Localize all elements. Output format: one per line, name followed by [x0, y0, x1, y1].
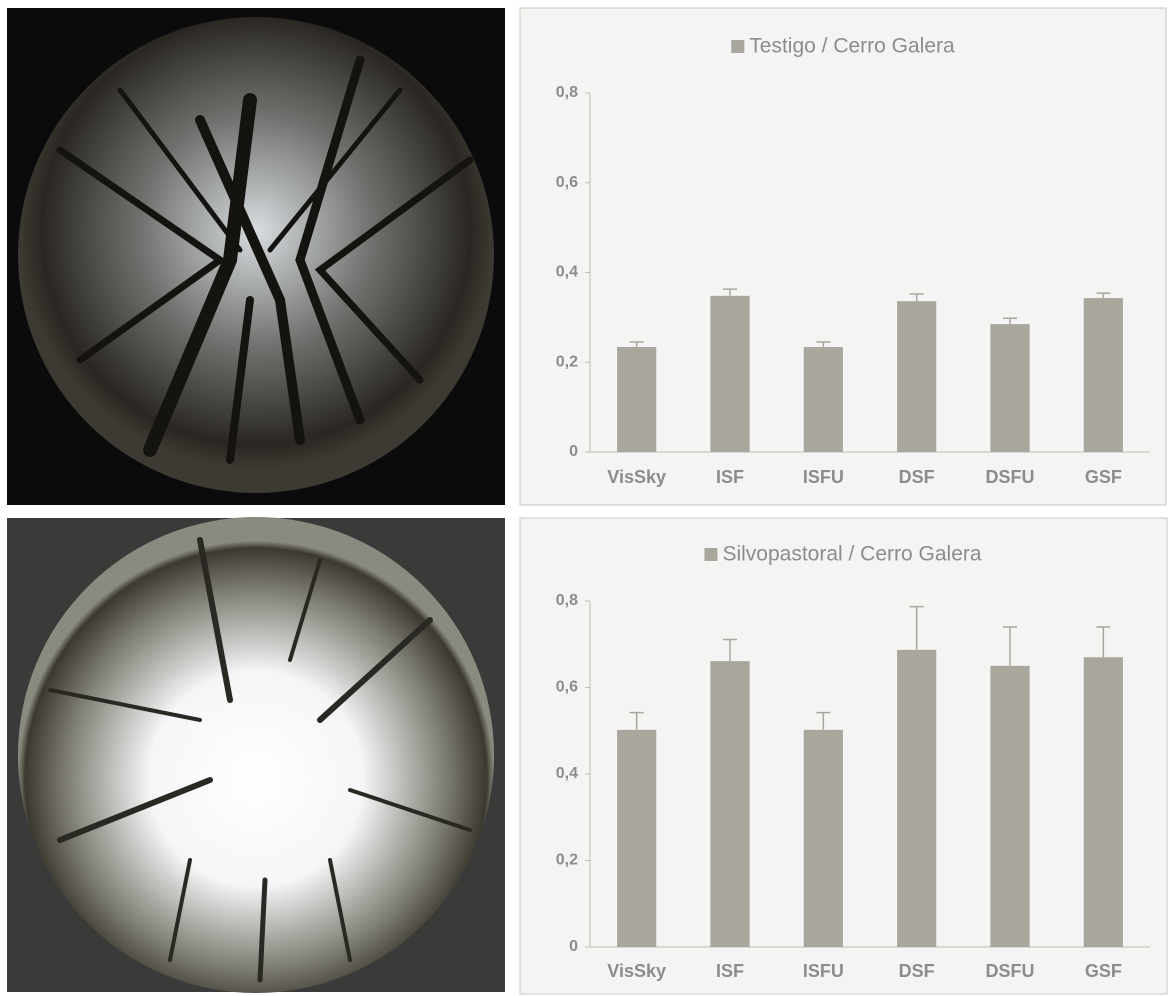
y-tick-label: 0 — [569, 938, 578, 955]
x-tick-label: DSF — [899, 467, 935, 487]
bar — [897, 649, 937, 947]
x-tick-label: GSF — [1085, 961, 1122, 981]
error-bar — [1096, 626, 1111, 658]
bar — [803, 346, 843, 452]
x-tick-label: ISF — [716, 467, 744, 487]
chart-panel — [519, 517, 1168, 995]
bar — [990, 324, 1030, 452]
y-tick-label: 0,4 — [556, 765, 578, 782]
chart-panel — [519, 7, 1167, 506]
x-tick-label: ISFU — [803, 467, 844, 487]
x-tick-label: VisSky — [607, 961, 666, 981]
y-tick-label: 0,2 — [556, 852, 578, 869]
x-tick-label: GSF — [1085, 467, 1122, 487]
bar — [617, 729, 657, 947]
legend-label: Testigo / Cerro Galera — [749, 35, 955, 58]
error-bar — [1003, 317, 1017, 325]
error-bar — [723, 638, 737, 662]
error-bar — [723, 288, 737, 296]
legend-label: Silvopastoral / Cerro Galera — [722, 543, 981, 566]
x-tick-label: ISF — [716, 961, 744, 981]
bar — [1083, 657, 1123, 947]
error-bar — [629, 341, 644, 347]
error-bar — [1096, 292, 1111, 299]
bar — [710, 295, 750, 452]
y-tick-label: 0,6 — [556, 174, 578, 191]
photo-control — [7, 8, 505, 505]
bar — [617, 346, 657, 452]
x-tick-label: DSF — [899, 961, 935, 981]
bar — [897, 301, 937, 452]
y-tick-label: 0,4 — [556, 264, 578, 281]
x-tick-label: VisSky — [607, 467, 666, 487]
legend-swatch — [731, 40, 745, 53]
y-tick-label: 0,8 — [556, 592, 578, 609]
error-bar — [629, 711, 644, 730]
y-tick-label: 0,2 — [556, 353, 578, 370]
error-bar — [816, 341, 831, 347]
y-tick-label: 0,8 — [556, 84, 578, 101]
error-bar — [909, 293, 924, 302]
bar — [803, 729, 843, 947]
bar — [1083, 298, 1123, 452]
x-tick-label: DSFU — [986, 961, 1035, 981]
photo-silvopastoral — [7, 517, 505, 993]
legend-swatch — [704, 548, 718, 561]
bar — [990, 665, 1030, 947]
error-bar — [909, 605, 924, 650]
y-tick-label: 0 — [569, 443, 578, 460]
x-tick-label: DSFU — [986, 467, 1035, 487]
bar — [710, 661, 750, 947]
x-tick-label: ISFU — [803, 961, 844, 981]
y-tick-label: 0,6 — [556, 679, 578, 696]
error-bar — [1003, 626, 1017, 666]
error-bar — [816, 711, 831, 730]
